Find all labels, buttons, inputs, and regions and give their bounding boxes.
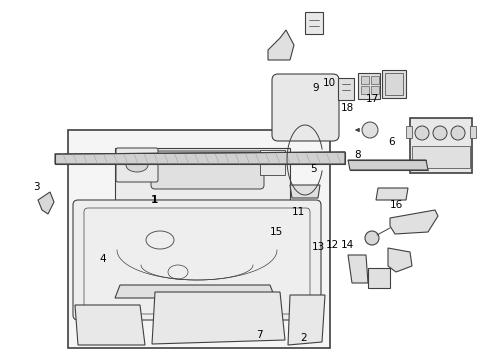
Text: 18: 18 — [341, 103, 355, 113]
Text: 1: 1 — [151, 195, 158, 205]
FancyBboxPatch shape — [73, 200, 321, 320]
Polygon shape — [115, 285, 275, 298]
Text: 12: 12 — [325, 240, 339, 250]
Polygon shape — [376, 188, 408, 200]
Text: 7: 7 — [256, 330, 263, 340]
Text: 3: 3 — [33, 182, 40, 192]
Polygon shape — [382, 70, 406, 98]
Circle shape — [362, 122, 378, 138]
Text: 16: 16 — [390, 200, 404, 210]
Text: 5: 5 — [310, 164, 317, 174]
Text: 17: 17 — [366, 94, 379, 104]
Polygon shape — [55, 152, 345, 164]
Bar — [361, 86, 369, 94]
Polygon shape — [348, 160, 428, 170]
Bar — [338, 78, 354, 100]
Bar — [412, 146, 470, 168]
Text: 4: 4 — [99, 254, 106, 264]
Ellipse shape — [126, 158, 148, 172]
Polygon shape — [348, 255, 368, 283]
Polygon shape — [38, 192, 54, 214]
Bar — [305, 12, 323, 34]
Bar — [410, 118, 472, 173]
Text: 13: 13 — [312, 242, 325, 252]
Bar — [406, 126, 412, 138]
Text: 15: 15 — [270, 227, 284, 237]
FancyBboxPatch shape — [151, 151, 264, 189]
Bar — [385, 73, 403, 95]
Circle shape — [433, 126, 447, 140]
Polygon shape — [290, 185, 320, 198]
Polygon shape — [368, 268, 390, 288]
Bar — [361, 76, 369, 84]
Text: 10: 10 — [323, 78, 336, 88]
FancyBboxPatch shape — [272, 74, 339, 141]
Polygon shape — [115, 148, 290, 200]
Polygon shape — [390, 210, 438, 234]
Bar — [358, 73, 380, 99]
Text: 8: 8 — [354, 150, 361, 160]
Polygon shape — [388, 248, 412, 272]
Text: 2: 2 — [300, 333, 307, 343]
Bar — [470, 126, 476, 138]
Polygon shape — [75, 305, 145, 345]
Text: 14: 14 — [341, 240, 355, 250]
Polygon shape — [288, 295, 325, 345]
Text: 9: 9 — [313, 83, 319, 93]
Text: 11: 11 — [292, 207, 306, 217]
Polygon shape — [268, 30, 294, 60]
Circle shape — [415, 126, 429, 140]
Circle shape — [451, 126, 465, 140]
FancyBboxPatch shape — [116, 148, 158, 182]
Polygon shape — [152, 292, 285, 344]
Bar — [371, 76, 379, 84]
Circle shape — [365, 231, 379, 245]
Text: 6: 6 — [389, 137, 395, 147]
Bar — [68, 130, 330, 348]
Bar — [371, 86, 379, 94]
Bar — [260, 150, 285, 175]
